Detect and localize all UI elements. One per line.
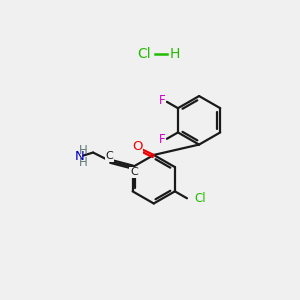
Text: H: H [79,156,88,169]
Text: F: F [158,94,165,107]
Text: Cl: Cl [138,47,151,61]
Text: F: F [158,134,165,146]
Text: N: N [74,150,84,163]
Text: C: C [106,151,113,161]
Text: C: C [130,167,138,177]
Text: O: O [132,140,142,153]
Text: H: H [79,144,88,158]
Text: H: H [169,47,180,61]
Text: Cl: Cl [194,192,206,205]
